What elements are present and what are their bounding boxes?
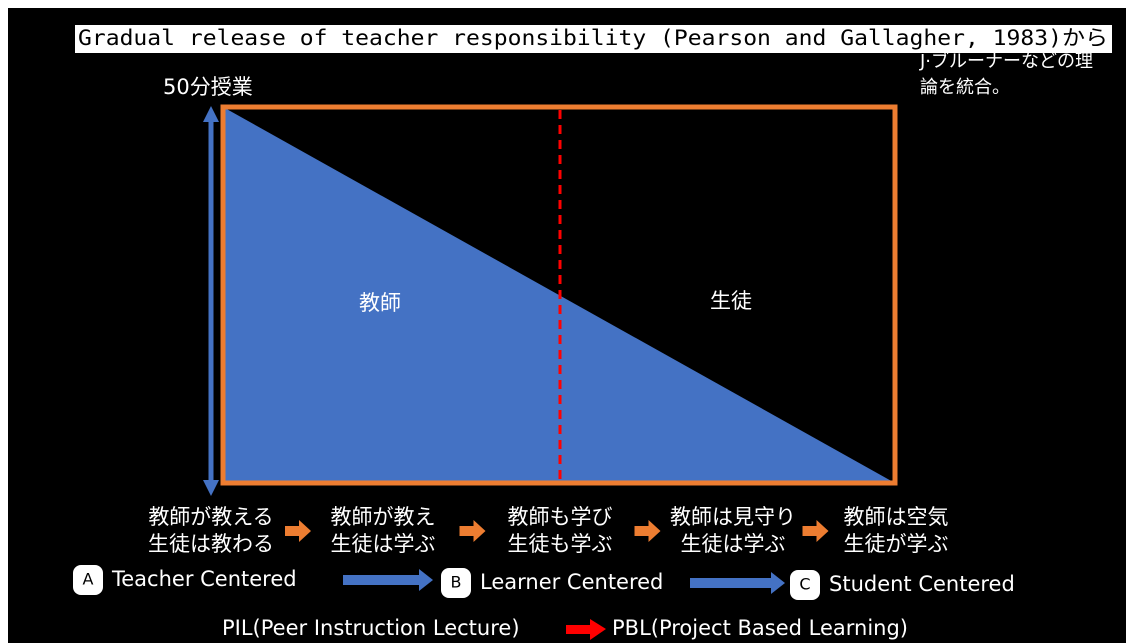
stage-arrow [285, 526, 299, 536]
approach-label: Learner Centered [480, 570, 663, 594]
badge-letter: C [799, 575, 810, 594]
axis-label: 50分授業 [163, 75, 253, 99]
note: J·ブルーナーなどの理 [919, 50, 1093, 72]
stage-text: 生徒は教わる [148, 532, 274, 556]
stage-arrow-head [473, 520, 486, 542]
arrow-head [203, 480, 219, 496]
stage-arrow-head [299, 520, 311, 542]
stage-arrow [802, 526, 817, 536]
stage-text: 教師は見守り [670, 505, 796, 529]
stage-arrow-head [648, 520, 661, 542]
title: Gradual release of teacher responsibilit… [78, 26, 1108, 50]
approach-arrow-head [771, 572, 785, 594]
stage-text: 教師は空気 [844, 505, 949, 529]
approach-arrow [690, 578, 771, 588]
footer-arrow [566, 625, 590, 634]
footer-arrow-head [590, 619, 606, 640]
footer-from: PIL(Peer Instruction Lecture) [222, 616, 520, 640]
approach-arrow [343, 575, 419, 585]
stage-text: 生徒は学ぶ [331, 532, 436, 556]
badge-letter: A [83, 570, 94, 589]
stage-arrow [459, 526, 474, 536]
stage-arrow [634, 526, 649, 536]
title-banner [75, 25, 1112, 53]
stage-text: 生徒も学ぶ [508, 532, 613, 556]
stage-text: 生徒が学ぶ [844, 532, 949, 556]
badge-letter: B [451, 573, 462, 592]
stage-text: 教師も学び [508, 505, 613, 529]
stage-text: 教師が教える [148, 505, 273, 529]
arrow-head [203, 106, 219, 122]
student-label: 生徒 [710, 289, 752, 313]
stage-arrow-head [816, 520, 829, 542]
badge [73, 565, 103, 595]
note: 論を統合。 [920, 77, 1010, 98]
frame [220, 104, 898, 486]
badge [790, 570, 820, 600]
stage-text: 教師が教え [331, 505, 436, 529]
teacher-label: 教師 [359, 291, 401, 315]
approach-label: Student Centered [829, 572, 1015, 596]
footer-to: PBL(Project Based Learning) [612, 616, 908, 640]
stage-text: 生徒は学ぶ [681, 532, 786, 556]
approach-arrow-head [419, 569, 433, 591]
approach-label: Teacher Centered [111, 567, 297, 591]
badge [441, 568, 471, 598]
